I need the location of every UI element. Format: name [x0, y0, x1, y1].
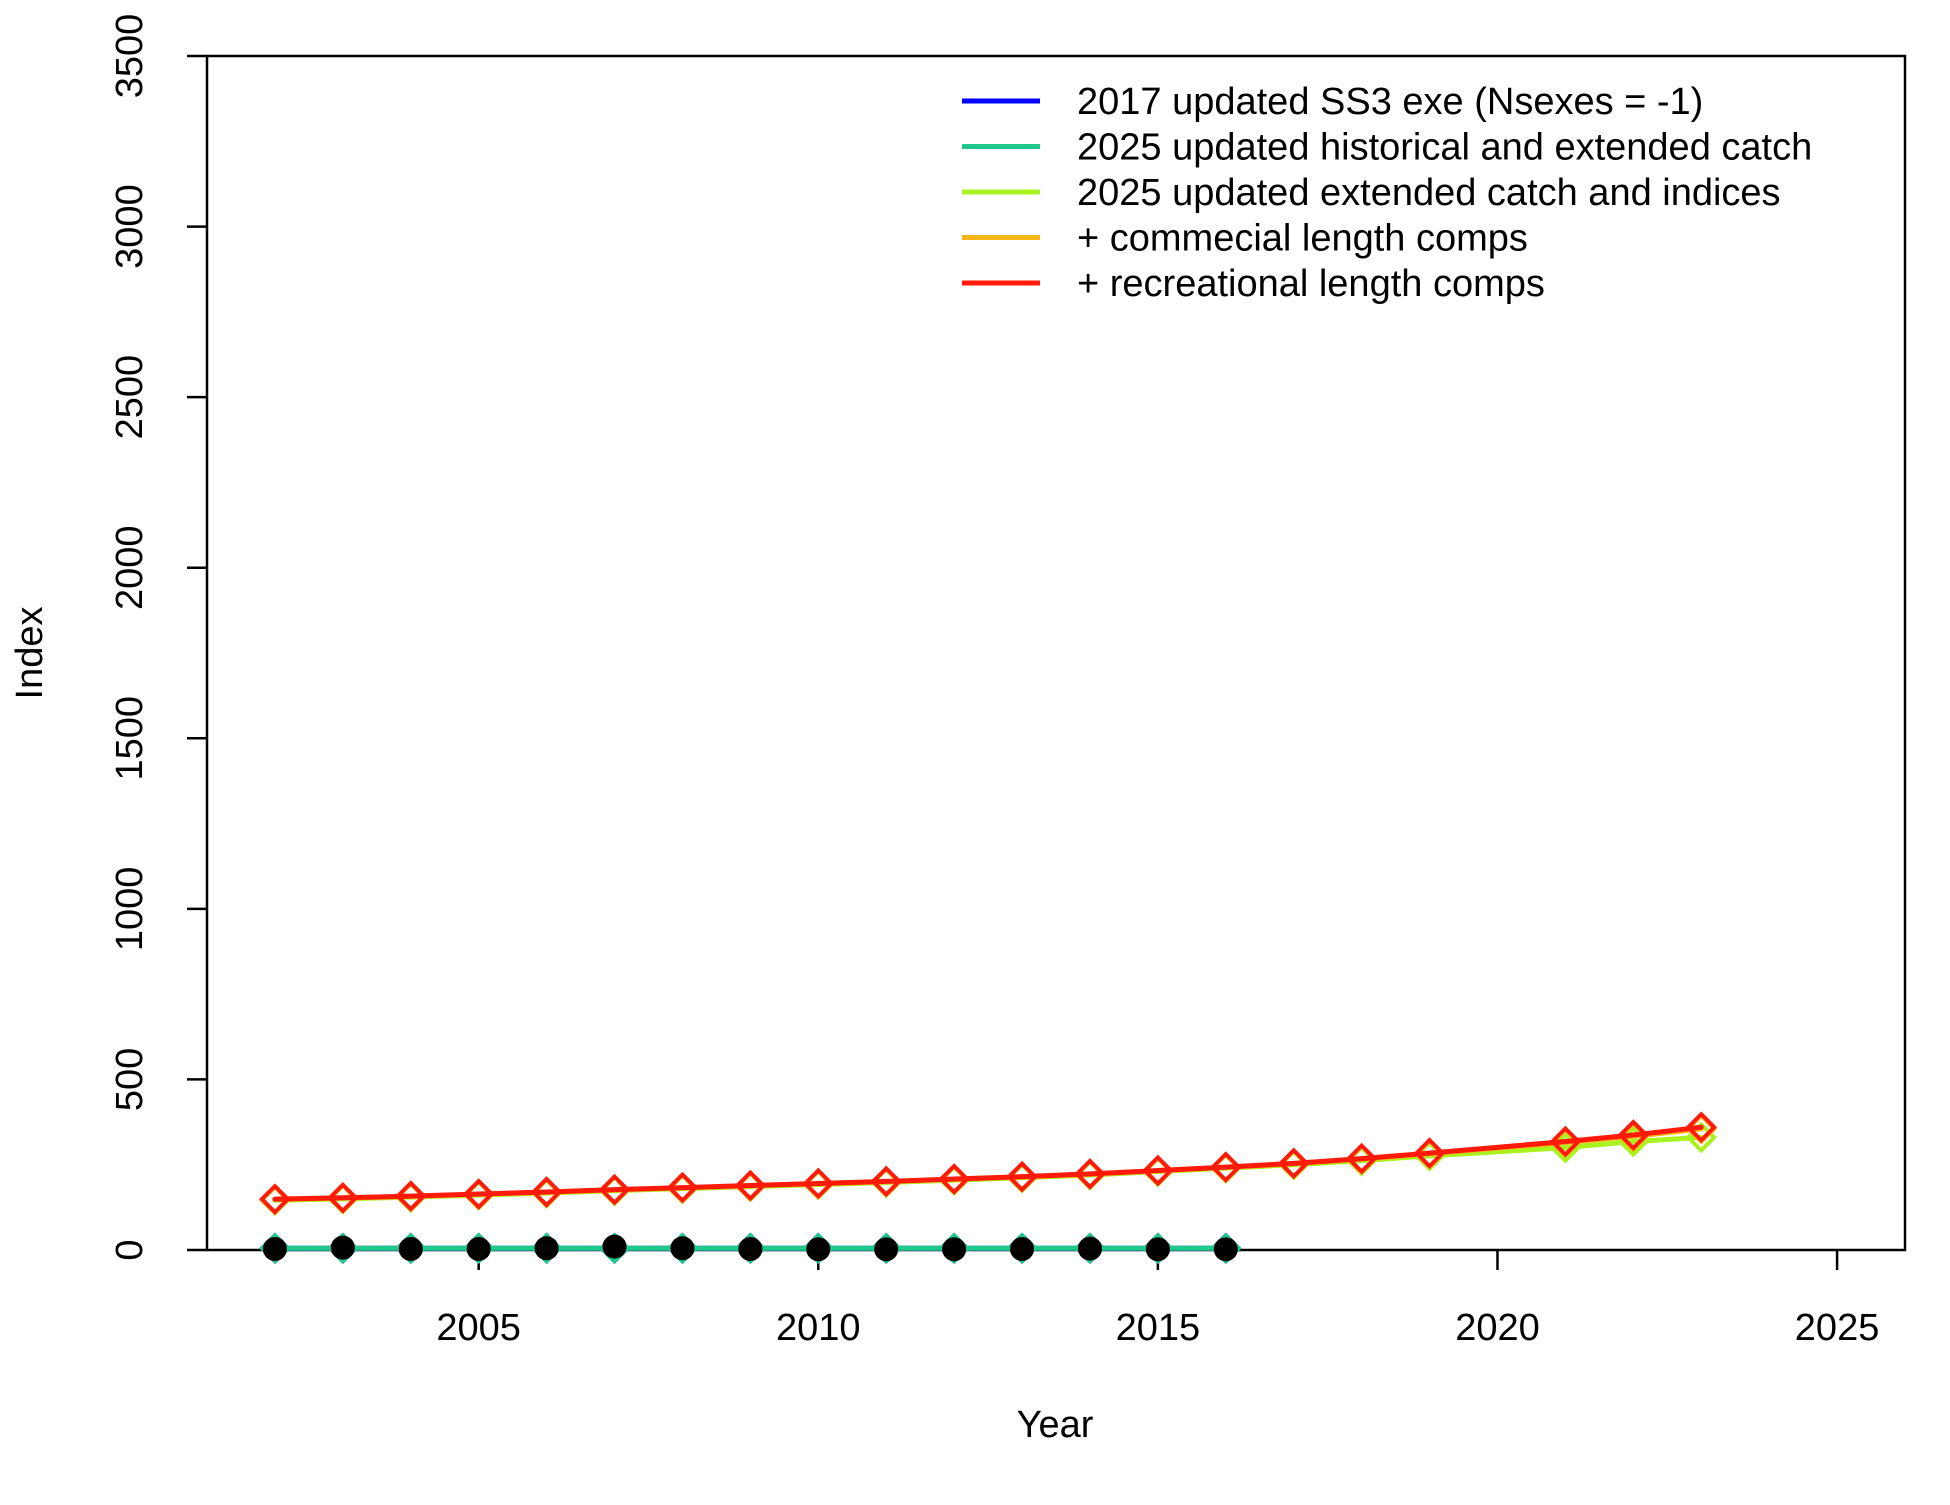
series-point: [1413, 1137, 1446, 1169]
series-point: [666, 1171, 699, 1204]
series-point: [530, 1176, 563, 1208]
y-tick-label: 3500: [109, 14, 151, 99]
observed-point: [398, 1236, 423, 1261]
series-point: [1142, 1154, 1174, 1187]
y-axis: 0 500 1000 1500 2000 2500 3000 3500: [109, 14, 207, 1261]
series-point: [1345, 1142, 1378, 1175]
observed-point: [670, 1236, 695, 1261]
observed-point: [262, 1236, 287, 1261]
x-tick-label: 2025: [1795, 1307, 1880, 1349]
series-point: [802, 1167, 835, 1200]
series-point: [1549, 1125, 1582, 1158]
series-point: [1685, 1111, 1718, 1144]
x-axis: 2005 2010 2015 2020 2025: [436, 1250, 1879, 1349]
series-4: [259, 1113, 1718, 1216]
series-point: [1617, 1119, 1650, 1151]
y-tick-label: 3000: [109, 184, 151, 269]
observed-point: [738, 1236, 763, 1261]
series-point: [1209, 1151, 1242, 1183]
x-tick-label: 2020: [1455, 1307, 1540, 1349]
legend-label: 2025 updated historical and extended cat…: [1077, 127, 1812, 169]
x-tick-label: 2010: [776, 1307, 861, 1349]
series-point: [327, 1181, 359, 1214]
legend-label: + commecial length comps: [1077, 218, 1528, 260]
observed-point: [1213, 1237, 1238, 1262]
series-3: [259, 1121, 1718, 1217]
series-5: [259, 1111, 1718, 1215]
observed-point: [466, 1236, 491, 1261]
y-tick-label: 1500: [109, 696, 151, 781]
y-tick-label: 2500: [109, 355, 151, 440]
x-axis-label: Year: [1017, 1404, 1094, 1446]
observed-point: [942, 1237, 967, 1262]
series-point: [1277, 1147, 1310, 1180]
series-point: [1006, 1160, 1038, 1193]
observed-point: [806, 1237, 831, 1262]
observed-point: [330, 1235, 355, 1260]
series-point: [1074, 1158, 1106, 1190]
y-tick-label: 2000: [109, 525, 151, 610]
observed-point: [1010, 1236, 1035, 1261]
observed-point: [602, 1234, 627, 1259]
series-point: [938, 1163, 970, 1195]
observed-point: [1145, 1237, 1170, 1262]
y-tick-label: 500: [109, 1048, 151, 1111]
series-point: [598, 1173, 631, 1206]
series-point: [394, 1180, 427, 1212]
x-tick-label: 2005: [436, 1307, 521, 1349]
observed-point: [874, 1237, 899, 1262]
series-point: [870, 1165, 903, 1198]
observed-point: [534, 1236, 559, 1261]
series-point: [259, 1183, 291, 1215]
series-point: [462, 1178, 495, 1210]
plot-frame: [205, 54, 1907, 1252]
legend: 2017 updated SS3 exe (Nsexes = -1)2025 u…: [962, 81, 1812, 305]
observed-point: [1077, 1236, 1102, 1261]
legend-label: 2017 updated SS3 exe (Nsexes = -1): [1077, 81, 1703, 123]
series-line: [272, 1124, 1704, 1202]
legend-label: 2025 updated extended catch and indices: [1077, 172, 1781, 214]
observed-points: [262, 1234, 1238, 1262]
y-tick-label: 1000: [109, 867, 151, 952]
y-axis-label: Index: [9, 607, 51, 700]
y-tick-label: 0: [109, 1239, 151, 1260]
series-point: [734, 1169, 767, 1202]
x-tick-label: 2015: [1116, 1307, 1201, 1349]
legend-label: + recreational length comps: [1077, 263, 1545, 305]
